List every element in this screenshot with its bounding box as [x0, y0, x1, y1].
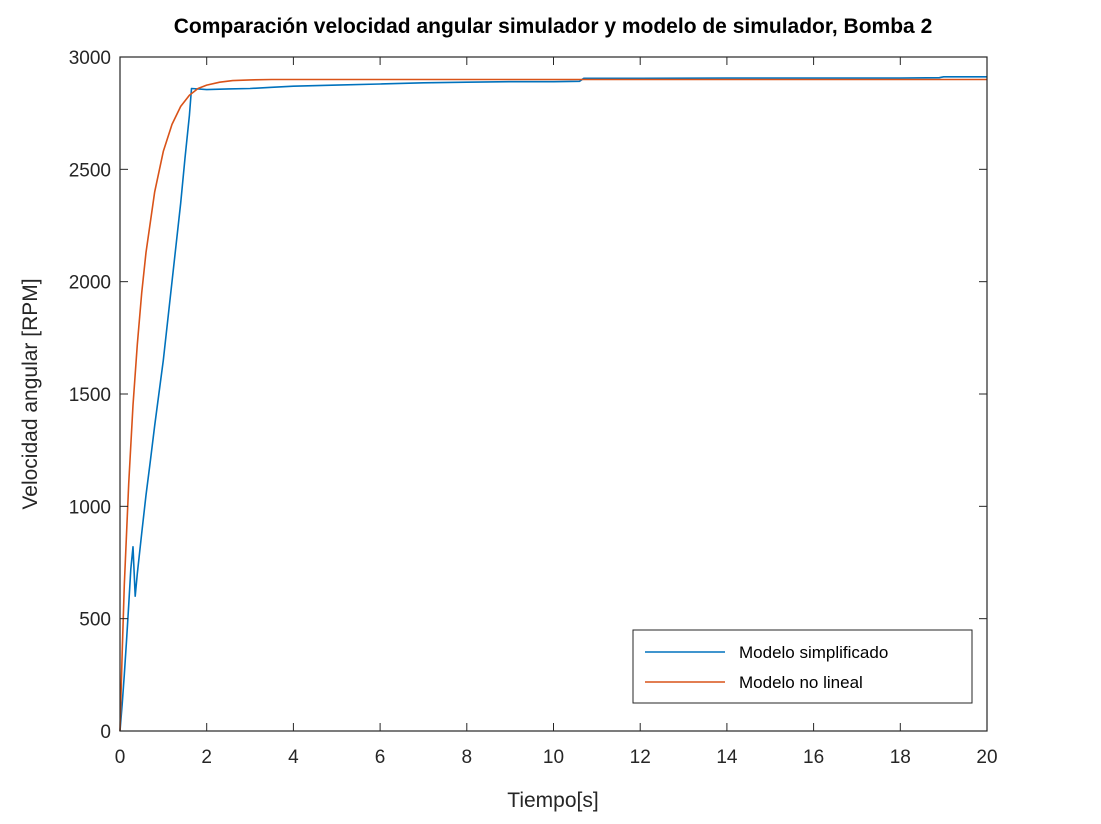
y-tick-label: 2500 [69, 160, 111, 181]
plot-area [120, 57, 987, 731]
y-tick-label: 1500 [69, 385, 111, 406]
legend-label: Modelo no lineal [739, 673, 863, 692]
y-tick-label: 2000 [69, 273, 111, 294]
x-axis-label: Tiempo[s] [507, 789, 598, 812]
y-tick-label: 1000 [69, 497, 111, 518]
x-tick-label: 8 [462, 747, 473, 768]
y-axis-label: Velocidad angular [RPM] [19, 278, 42, 509]
y-tick-label: 3000 [69, 48, 111, 69]
x-tick-label: 18 [890, 747, 911, 768]
x-axis-ticks: 0 2 4 6 8 10 12 14 16 18 20 [115, 57, 998, 768]
x-tick-label: 6 [375, 747, 386, 768]
series-group [119, 76, 987, 732]
x-tick-label: 10 [543, 747, 564, 768]
x-tick-label: 20 [976, 747, 997, 768]
x-tick-label: 4 [288, 747, 299, 768]
x-tick-label: 16 [803, 747, 824, 768]
x-tick-label: 2 [201, 747, 212, 768]
series-line-modelo-no-lineal [119, 78, 987, 732]
legend-box [632, 629, 973, 704]
y-axis-ticks: 0 500 1000 1500 2000 2500 3000 [69, 48, 987, 743]
series-line-modelo-simplificado [119, 76, 987, 732]
chart-title: Comparación velocidad angular simulador … [174, 15, 933, 38]
legend: Modelo simplificado Modelo no lineal [632, 629, 973, 704]
x-tick-label: 12 [630, 747, 651, 768]
x-tick-label: 0 [115, 747, 126, 768]
y-tick-label: 0 [100, 722, 111, 743]
x-tick-label: 14 [716, 747, 738, 768]
legend-label: Modelo simplificado [739, 643, 888, 662]
y-tick-label: 500 [79, 610, 111, 631]
